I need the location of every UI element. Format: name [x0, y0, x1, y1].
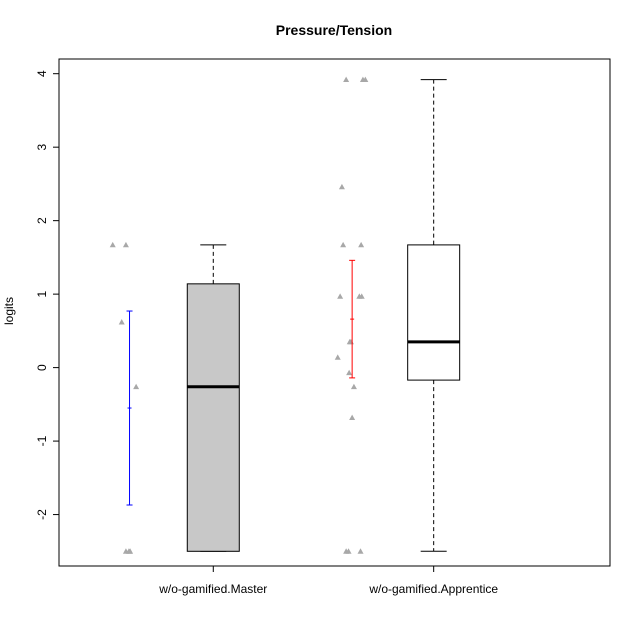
chart-title: Pressure/Tension [276, 22, 392, 38]
y-tick-label: 0 [35, 364, 49, 371]
data-point [358, 241, 365, 248]
y-tick-label: 3 [35, 144, 49, 151]
error-bar-master [126, 310, 133, 506]
box-apprentice [407, 79, 461, 552]
data-point [334, 354, 341, 360]
data-point [343, 76, 350, 82]
data-point [362, 76, 369, 82]
y-tick-label: 2 [35, 217, 49, 224]
data-point [340, 241, 347, 248]
x-tick-label: w/o-gamified.Apprentice [368, 582, 498, 596]
x-tick-label: w/o-gamified.Master [158, 582, 267, 596]
data-point [337, 293, 344, 299]
data-point [122, 241, 129, 248]
y-tick-label: -2 [35, 509, 49, 520]
data-point [350, 383, 357, 390]
y-tick-label: 1 [35, 290, 49, 297]
data-point [346, 369, 353, 376]
data-point [345, 548, 352, 554]
y-tick-label: 4 [35, 70, 49, 77]
box-master [186, 244, 240, 552]
y-tick-label: -1 [35, 435, 49, 446]
data-point [133, 383, 140, 390]
error-bar-apprentice [349, 259, 356, 379]
error-bars-layer [126, 259, 356, 506]
plot-frame [58, 58, 611, 567]
y-axis-label: logits [2, 297, 16, 325]
boxes-layer [186, 79, 461, 552]
axes-layer: -2 -1 0 1 2 3 4 w/o-gamified.Master w/o-gamified… [35, 70, 498, 596]
data-point [338, 183, 345, 190]
iqr-box [407, 244, 461, 381]
data-point [358, 293, 365, 299]
data-point [357, 548, 364, 554]
iqr-box [186, 283, 240, 552]
data-point [349, 414, 356, 420]
data-point [127, 548, 134, 554]
data-point [118, 319, 125, 325]
jitter-points-layer [109, 76, 369, 554]
data-point [109, 241, 116, 248]
